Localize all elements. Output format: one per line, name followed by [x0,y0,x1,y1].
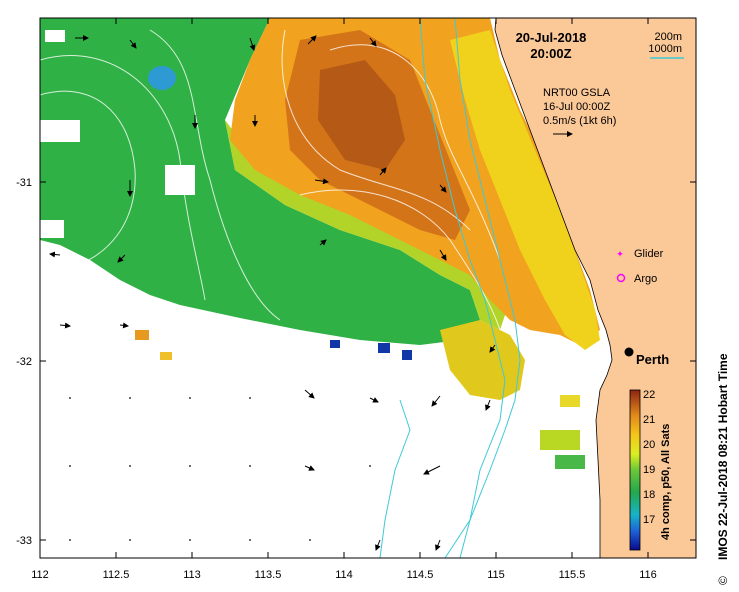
colorbar-tick: 22 [643,389,655,401]
sst-patches [135,330,585,469]
lon-tick: 115.5 [559,569,586,581]
map-time: 20:00Z [530,46,571,61]
lon-tick: 113 [183,569,201,581]
bathymetry-contours [379,18,521,558]
lat-tick: -31 [16,177,32,189]
argo-label: Argo [634,273,657,285]
gsla-label: NRT00 GSLA [543,87,611,99]
sst-transition-region [225,120,510,330]
sst-hot-core [318,60,405,170]
colorbar-tick: 21 [643,414,655,426]
land-western-australia [494,18,696,558]
colorbar-tick: 17 [643,514,655,526]
map-date: 20-Jul-2018 [516,30,587,45]
current-vectors [49,35,496,551]
colorbar-tick: 18 [643,489,655,501]
glider-label: Glider [634,248,664,260]
sst-shelf-band [450,30,600,350]
lon-tick: 115 [487,569,505,581]
current-dots [69,397,371,541]
lon-axis [39,18,649,558]
glider-icon: ✦ [616,249,624,259]
depth-legend-200: 200m [654,31,682,43]
map-frame [39,17,697,559]
place-label-perth: Perth [636,352,669,367]
gsla-date: 16-Jul 00:00Z [543,101,611,113]
lon-tick: 112.5 [103,569,130,581]
lon-tick: 116 [639,569,657,581]
lat-tick: -32 [16,356,32,368]
sst-south-blob [440,320,525,400]
argo-icon [616,273,626,283]
lat-axis: -31 -32 -33 [16,177,696,547]
gsla-scale: 0.5m/s (1kt 6h) [543,115,616,127]
colorbar-tick: 20 [643,439,655,451]
colorbar-tick: 19 [643,464,655,476]
sst-cold-spot [148,66,176,90]
lon-tick: 114.5 [407,569,434,581]
lon-tick: 114 [335,569,353,581]
lon-tick: 113.5 [255,569,282,581]
sla-contours [40,29,501,331]
copyright-icon: © [716,576,730,585]
sst-cold-specks [330,340,412,360]
colorbar-label: 4h comp, p50, All Sats [660,424,672,540]
depth-legend-1000: 1000m [648,43,682,55]
colorbar [629,389,641,551]
credit-text: IMOS 22-Jul-2018 08:21 Hobart Time [716,353,730,560]
sst-cool-region [40,18,480,345]
lon-tick: 112 [31,569,49,581]
perth-marker-icon [624,347,634,357]
colorbar-ticks: 22 21 20 19 18 17 [643,389,655,526]
cloud-gaps [40,30,195,238]
lat-tick: -33 [16,535,32,547]
